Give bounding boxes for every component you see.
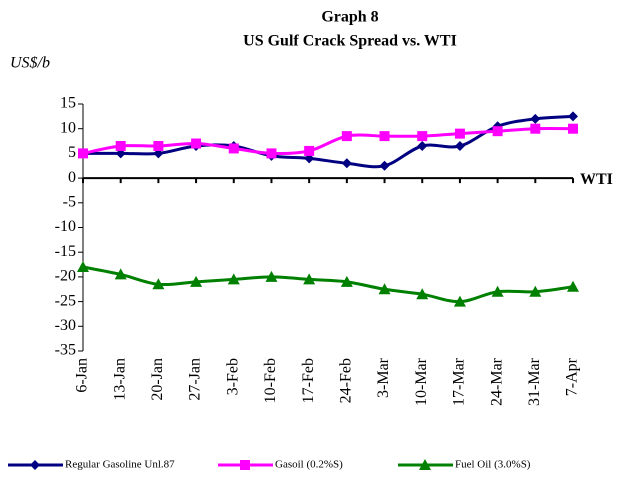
marker <box>152 278 165 290</box>
x-tick-label: 20-Jan <box>149 358 166 401</box>
marker <box>341 131 352 142</box>
marker <box>567 280 579 292</box>
y-tick-label: -5 <box>63 193 76 210</box>
marker <box>530 113 541 124</box>
legend-label: Gasoil (0.2%S) <box>275 459 343 471</box>
marker <box>417 140 428 151</box>
y-tick-label: -15 <box>55 243 76 260</box>
marker <box>379 131 390 142</box>
marker <box>491 285 504 297</box>
x-tick-label: 24-Mar <box>488 357 505 406</box>
y-tick-label: -30 <box>55 317 76 334</box>
legend-label: Fuel Oil (3.0%S) <box>455 459 531 471</box>
y-tick-label: -25 <box>55 292 76 309</box>
x-tick-label: 13-Jan <box>111 358 128 401</box>
x-tick-label: 24-Feb <box>338 358 355 403</box>
x-tick-label: 6-Jan <box>74 358 91 393</box>
marker <box>379 160 390 171</box>
marker <box>529 285 542 297</box>
marker <box>453 295 466 307</box>
marker <box>378 283 391 295</box>
marker <box>417 131 428 142</box>
marker <box>416 288 429 300</box>
marker <box>228 143 239 154</box>
marker <box>568 111 578 122</box>
marker <box>240 460 250 470</box>
y-axis-label: US$/b <box>10 55 50 72</box>
marker <box>77 261 89 273</box>
marker <box>340 275 353 287</box>
x-tick-label: 7-Apr <box>564 357 581 396</box>
y-tick-label: -10 <box>55 218 76 235</box>
legend-label: Regular Gasoline Unl.87 <box>65 459 175 471</box>
marker <box>568 123 578 134</box>
marker <box>419 459 431 470</box>
x-tick-label: 3-Feb <box>224 358 241 395</box>
x-tick-label: 10-Feb <box>262 358 279 403</box>
marker <box>115 140 126 151</box>
chart-title: Graph 8 <box>321 9 378 26</box>
marker <box>304 145 315 156</box>
marker <box>266 148 277 159</box>
x-tick-label: 10-Mar <box>413 357 430 406</box>
y-tick-label: 10 <box>60 119 76 136</box>
x-tick-label: 27-Jan <box>187 358 204 401</box>
marker <box>492 126 503 137</box>
x-tick-label: 31-Mar <box>526 357 543 406</box>
y-tick-label: -20 <box>55 268 76 285</box>
marker <box>454 128 465 139</box>
marker <box>30 460 40 470</box>
marker <box>303 273 316 285</box>
x-tick-label: 3-Mar <box>375 357 392 398</box>
marker <box>191 138 202 149</box>
y-tick-label: 0 <box>68 169 76 186</box>
x-tick-label: 17-Mar <box>451 357 468 406</box>
marker <box>153 140 164 151</box>
y-tick-label: 15 <box>60 95 76 112</box>
marker <box>530 123 541 134</box>
marker <box>190 275 203 287</box>
marker <box>114 268 127 280</box>
marker <box>454 140 465 151</box>
y-tick-label: -35 <box>55 342 76 359</box>
y-tick-label: 5 <box>68 144 76 161</box>
marker <box>227 273 240 285</box>
x-tick-label: 17-Feb <box>300 358 317 403</box>
marker <box>265 270 278 282</box>
annotation: WTI <box>580 171 613 188</box>
marker <box>341 158 352 169</box>
chart-subtitle: US Gulf Crack Spread vs. WTI <box>243 33 457 50</box>
marker <box>78 148 88 159</box>
